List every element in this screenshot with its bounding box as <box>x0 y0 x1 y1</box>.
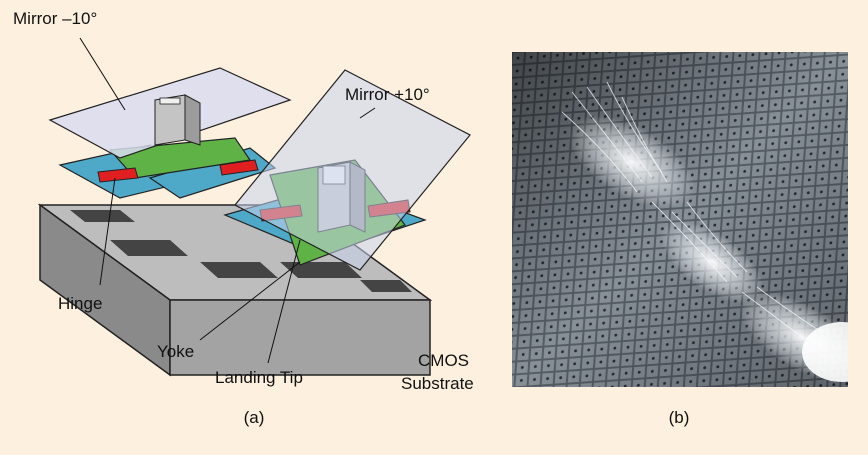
leader-mirror-minus <box>79 37 126 111</box>
dmd-micrograph-panel <box>512 52 848 387</box>
label-landing-tip: Landing Tip <box>215 368 303 387</box>
dmd-micrograph-svg <box>512 52 848 387</box>
mirror-post-left-top <box>159 97 181 105</box>
dmd-diagram-panel: Mirror –10° Mirror +10° Hinge Yoke Landi… <box>13 9 474 393</box>
label-mirror-minus: Mirror –10° <box>13 9 97 28</box>
caption-b: (b) <box>668 408 690 427</box>
substrate-front-face <box>169 299 431 376</box>
label-substrate: Substrate <box>401 374 474 393</box>
label-yoke: Yoke <box>157 342 194 361</box>
electrode-pad <box>110 240 188 256</box>
electrode-pad <box>70 210 135 222</box>
label-mirror-plus: Mirror +10° <box>345 85 430 104</box>
dmd-diagram-svg: Mirror –10° Mirror +10° Hinge Yoke Landi… <box>13 9 474 393</box>
mirror-plus-10 <box>234 69 471 271</box>
electrode-pad <box>360 280 412 292</box>
leader-landing-tip <box>267 239 301 364</box>
caption-a: (a) <box>243 408 265 427</box>
bright-streak <box>561 81 848 382</box>
electrode-pad <box>280 262 362 278</box>
mirror-post-left-side <box>184 94 201 146</box>
label-hinge: Hinge <box>58 294 102 313</box>
hinge-left <box>97 167 139 183</box>
leader-yoke <box>199 261 301 341</box>
electrode-pad <box>200 262 278 278</box>
label-cmos: CMOS <box>418 351 469 370</box>
leader-hinge <box>99 177 116 286</box>
hinge-left-2 <box>219 159 259 176</box>
leader-mirror-plus <box>359 107 376 119</box>
